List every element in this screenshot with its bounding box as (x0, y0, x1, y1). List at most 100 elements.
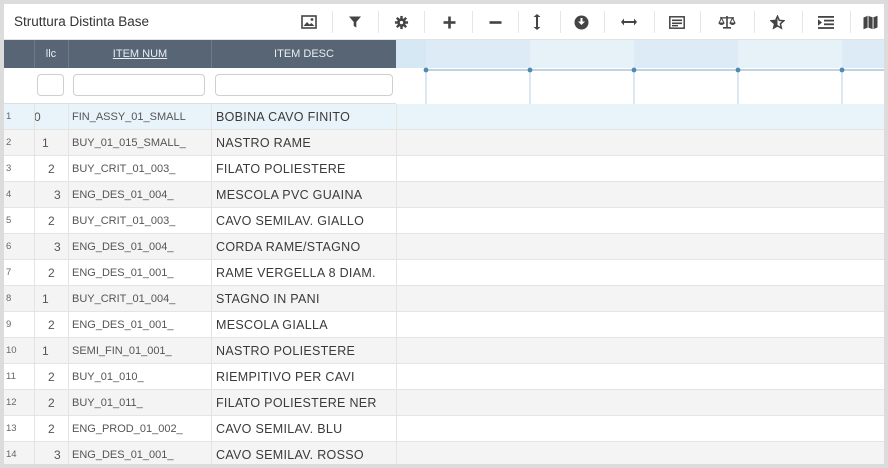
item-desc-cell: BOBINA CAVO FINITO (216, 110, 351, 124)
grid-header: llc ITEM NUM ITEM DESC (4, 40, 396, 68)
llc-filter-input[interactable] (37, 74, 64, 96)
item-desc-cell: MESCOLA PVC GUAINA (216, 188, 363, 202)
plus-icon[interactable] (434, 4, 464, 40)
toolbar-separator (700, 11, 701, 33)
list-panel-icon[interactable] (662, 4, 692, 40)
star-icon[interactable] (762, 4, 792, 40)
item-num-cell: ENG_DES_01_004_ (72, 241, 174, 253)
table-row[interactable]: 7 2 ENG_DES_01_001_ RAME VERGELLA 8 DIAM. (4, 260, 884, 286)
llc-cell: 1 (42, 344, 49, 358)
row-number: 11 (6, 371, 16, 382)
table-row[interactable]: 2 1 BUY_01_015_SMALL_ NASTRO RAME (4, 130, 884, 156)
filter-icon[interactable] (340, 4, 370, 40)
toolbar-separator (654, 11, 655, 33)
llc-cell: 3 (54, 240, 61, 254)
toolbar-separator (378, 11, 379, 33)
llc-cell: 1 (42, 292, 49, 306)
item-num-cell: FIN_ASSY_01_SMALL (72, 111, 186, 123)
llc-cell: 2 (48, 370, 55, 384)
llc-cell: 2 (48, 422, 55, 436)
row-number: 14 (6, 449, 17, 460)
bom-grid: llc ITEM NUM ITEM DESC (4, 40, 396, 464)
timeline-marker (839, 67, 845, 73)
llc-cell: 0 (34, 110, 41, 124)
row-number: 13 (6, 423, 17, 434)
header-divider (211, 40, 212, 68)
toolbar: Struttura Distinta Base (4, 4, 884, 40)
table-row[interactable]: 12 2 BUY_01_011_ FILATO POLIESTERE NER (4, 390, 884, 416)
table-row[interactable]: 10 1 SEMI_FIN_01_001_ NASTRO POLIESTERE (4, 338, 884, 364)
page-title: Struttura Distinta Base (14, 14, 150, 29)
image-icon[interactable] (294, 4, 324, 40)
table-row[interactable]: 8 1 BUY_CRIT_01_004_ STAGNO IN PANI (4, 286, 884, 312)
llc-cell: 2 (48, 214, 55, 228)
item-num-cell: ENG_DES_01_001_ (72, 449, 174, 461)
row-number: 6 (6, 241, 12, 252)
llc-cell: 2 (48, 266, 55, 280)
balance-scale-icon[interactable] (710, 4, 744, 40)
row-number: 9 (6, 319, 12, 330)
timeline-header-period (530, 40, 634, 68)
table-row[interactable]: 4 3 ENG_DES_01_004_ MESCOLA PVC GUAINA (4, 182, 884, 208)
item-desc-cell: STAGNO IN PANI (216, 292, 320, 306)
timeline-marker (527, 67, 533, 73)
item-desc-cell: NASTRO RAME (216, 136, 311, 150)
item-num-cell: BUY_01_010_ (72, 371, 144, 383)
row-number: 10 (6, 345, 17, 356)
item-num-cell: BUY_CRIT_01_003_ (72, 215, 176, 227)
llc-cell: 2 (48, 396, 55, 410)
horizontal-resize-icon[interactable] (612, 4, 646, 40)
column-divider (211, 104, 212, 464)
gear-icon[interactable] (386, 4, 416, 40)
row-number: 1 (6, 111, 12, 122)
header-divider (68, 40, 69, 68)
timeline-subheader (396, 68, 884, 104)
toolbar-separator (518, 11, 519, 33)
timeline-header-period (738, 40, 842, 68)
item-num-cell: ENG_PROD_01_002_ (72, 423, 183, 435)
table-row[interactable]: 1 0 FIN_ASSY_01_SMALL BOBINA CAVO FINITO (4, 104, 884, 130)
row-number: 7 (6, 267, 12, 278)
toolbar-separator (802, 11, 803, 33)
table-row[interactable]: 11 2 BUY_01_010_ RIEMPITIVO PER CAVI (4, 364, 884, 390)
table-row[interactable]: 13 2 ENG_PROD_01_002_ CAVO SEMILAV. BLU (4, 416, 884, 442)
item-num-cell: ENG_DES_01_001_ (72, 267, 174, 279)
item-desc-cell: NASTRO POLIESTERE (216, 344, 356, 358)
toolbar-separator (472, 11, 473, 33)
row-number: 8 (6, 293, 12, 304)
row-number: 12 (6, 397, 17, 408)
indent-icon[interactable] (810, 4, 842, 40)
item-num-cell: ENG_DES_01_004_ (72, 189, 174, 201)
column-divider (68, 104, 69, 464)
item-desc-cell: CAVO SEMILAV. ROSSO (216, 448, 364, 462)
column-divider (396, 104, 397, 464)
row-number: 5 (6, 215, 12, 226)
item-num-filter-input[interactable] (73, 74, 205, 96)
download-circle-icon[interactable] (566, 4, 596, 40)
item-desc-cell: RIEMPITIVO PER CAVI (216, 370, 355, 384)
column-header-item-num[interactable]: ITEM NUM (112, 48, 168, 60)
item-desc-cell: CAVO SEMILAV. BLU (216, 422, 343, 436)
filter-row (4, 68, 396, 104)
table-row[interactable]: 5 2 BUY_CRIT_01_003_ CAVO SEMILAV. GIALLO (4, 208, 884, 234)
item-num-cell: BUY_CRIT_01_003_ (72, 163, 176, 175)
table-row[interactable]: 9 2 ENG_DES_01_001_ MESCOLA GIALLA (4, 312, 884, 338)
item-desc-cell: RAME VERGELLA 8 DIAM. (216, 266, 376, 280)
timeline-marker (735, 67, 741, 73)
table-row[interactable]: 14 3 ENG_DES_01_001_ CAVO SEMILAV. ROSSO (4, 442, 884, 464)
item-num-cell: BUY_01_015_SMALL_ (72, 137, 186, 149)
item-num-cell: ENG_DES_01_001_ (72, 319, 174, 331)
column-header-item-desc[interactable]: ITEM DESC (274, 48, 334, 60)
table-row[interactable]: 3 2 BUY_CRIT_01_003_ FILATO POLIESTERE (4, 156, 884, 182)
llc-cell: 1 (42, 136, 49, 150)
column-header-llc[interactable]: llc (45, 48, 57, 60)
row-number: 4 (6, 189, 12, 200)
llc-cell: 2 (48, 162, 55, 176)
map-icon[interactable] (856, 4, 884, 40)
llc-cell: 3 (54, 188, 61, 202)
row-number: 3 (6, 163, 12, 174)
item-desc-filter-input[interactable] (215, 74, 393, 96)
minus-icon[interactable] (480, 4, 510, 40)
table-row[interactable]: 6 3 ENG_DES_01_004_ CORDA RAME/STAGNO (4, 234, 884, 260)
vertical-resize-icon[interactable] (522, 4, 552, 40)
